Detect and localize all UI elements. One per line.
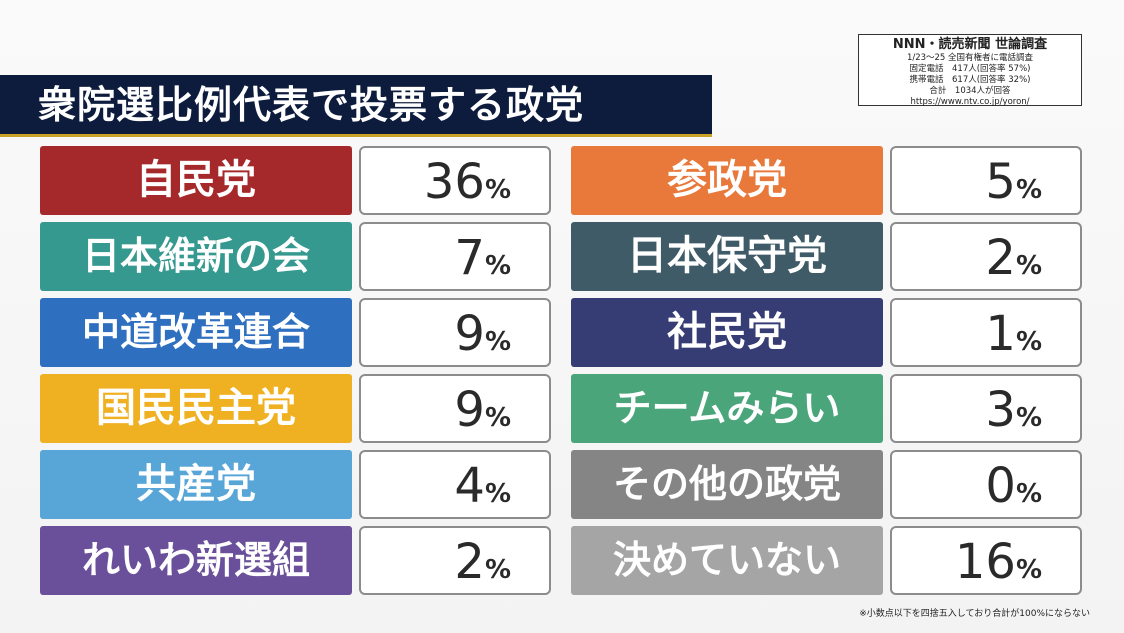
value-label: 7%	[454, 226, 511, 298]
title-bar: 衆院選比例代表で投票する政党	[0, 75, 712, 137]
value-number: 2	[454, 534, 485, 590]
value-box: 36%	[359, 146, 551, 215]
party-label: 日本保守党	[571, 222, 883, 291]
percent-unit: %	[1015, 555, 1042, 585]
survey-source-box: NNN・読売新聞 世論調査 1/23〜25 全国有権者に電話調査 固定電話 41…	[858, 34, 1082, 107]
value-box: 2%	[890, 222, 1082, 291]
value-box: 9%	[359, 374, 551, 443]
value-label: 1%	[985, 302, 1042, 374]
value-number: 1	[985, 306, 1016, 362]
party-row: 社民党 1%	[571, 298, 1085, 367]
percent-unit: %	[1015, 327, 1042, 357]
party-label: 参政党	[571, 146, 883, 215]
party-row: 日本保守党 2%	[571, 222, 1085, 291]
party-label: 決めていない	[571, 526, 883, 595]
percent-unit: %	[484, 555, 511, 585]
percent-unit: %	[1015, 479, 1042, 509]
percent-unit: %	[484, 251, 511, 281]
value-number: 0	[985, 458, 1016, 514]
percent-unit: %	[484, 479, 511, 509]
value-number: 9	[454, 382, 485, 438]
party-row: 中道改革連合 9%	[40, 298, 554, 367]
value-number: 9	[454, 306, 485, 362]
value-number: 2	[985, 230, 1016, 286]
party-row: れいわ新選組 2%	[40, 526, 554, 595]
source-line-total: 合計 1034人が回答	[929, 86, 1011, 96]
percent-unit: %	[484, 175, 511, 205]
value-label: 0%	[985, 454, 1042, 526]
party-label: 社民党	[571, 298, 883, 367]
value-box: 16%	[890, 526, 1082, 595]
party-row: 共産党 4%	[40, 450, 554, 519]
percent-unit: %	[1015, 251, 1042, 281]
value-label: 2%	[454, 530, 511, 602]
party-label: れいわ新選組	[40, 526, 352, 595]
party-row: 参政党 5%	[571, 146, 1085, 215]
percent-unit: %	[484, 327, 511, 357]
value-box: 7%	[359, 222, 551, 291]
chart-title: 衆院選比例代表で投票する政党	[38, 83, 585, 127]
value-box: 0%	[890, 450, 1082, 519]
value-number: 3	[985, 382, 1016, 438]
source-line-mobile: 携帯電話 617人(回答率 32%)	[909, 75, 1031, 85]
percent-unit: %	[1015, 403, 1042, 433]
party-label: 中道改革連合	[40, 298, 352, 367]
value-label: 16%	[955, 530, 1042, 602]
value-label: 9%	[454, 302, 511, 374]
value-box: 2%	[359, 526, 551, 595]
value-label: 4%	[454, 454, 511, 526]
value-label: 2%	[985, 226, 1042, 298]
party-row: 国民民主党 9%	[40, 374, 554, 443]
value-number: 16	[954, 534, 1016, 590]
value-box: 4%	[359, 450, 551, 519]
party-label: 国民民主党	[40, 374, 352, 443]
footnote: ※小数点以下を四捨五入しており合計が100%にならない	[859, 609, 1090, 619]
value-number: 7	[454, 230, 485, 286]
party-row: その他の政党 0%	[571, 450, 1085, 519]
value-label: 5%	[985, 150, 1042, 222]
party-label: 自民党	[40, 146, 352, 215]
value-label: 9%	[454, 378, 511, 450]
value-box: 1%	[890, 298, 1082, 367]
party-row: チームみらい 3%	[571, 374, 1085, 443]
value-label: 3%	[985, 378, 1042, 450]
source-line-dates: 1/23〜25 全国有権者に電話調査	[906, 53, 1034, 63]
party-label: その他の政党	[571, 450, 883, 519]
party-row: 自民党 36%	[40, 146, 554, 215]
party-label: チームみらい	[571, 374, 883, 443]
value-box: 9%	[359, 298, 551, 367]
source-line-landline: 固定電話 417人(回答率 57%)	[909, 64, 1031, 74]
party-label: 共産党	[40, 450, 352, 519]
party-row: 日本維新の会 7%	[40, 222, 554, 291]
source-title: NNN・読売新聞 世論調査	[892, 37, 1048, 52]
value-label: 36%	[424, 150, 511, 222]
value-number: 5	[985, 154, 1016, 210]
value-box: 5%	[890, 146, 1082, 215]
percent-unit: %	[1015, 175, 1042, 205]
party-row: 決めていない 16%	[571, 526, 1085, 595]
percent-unit: %	[484, 403, 511, 433]
value-number: 36	[423, 154, 485, 210]
value-number: 4	[454, 458, 485, 514]
party-label: 日本維新の会	[40, 222, 352, 291]
source-line-url: https://www.ntv.co.jp/yoron/	[910, 97, 1030, 107]
value-box: 3%	[890, 374, 1082, 443]
